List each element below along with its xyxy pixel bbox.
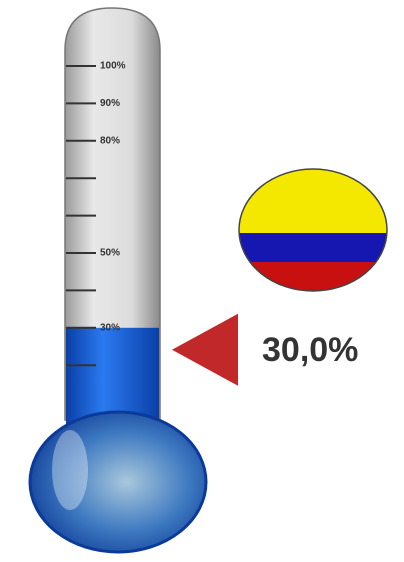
flag (239, 169, 387, 291)
y-tick-label: 80% (100, 135, 120, 146)
y-tick-label: 30% (100, 322, 120, 333)
y-tick-label: 50% (100, 248, 120, 259)
flag-border (238, 168, 388, 292)
flag-yellow (239, 169, 387, 233)
bulb-highlight (52, 430, 88, 510)
flag-blue (239, 233, 387, 262)
y-tick-label: 100% (100, 61, 126, 72)
value-label: 30,0% (262, 331, 358, 369)
flag-red (239, 262, 387, 291)
pointer-arrow (172, 313, 238, 386)
tube (64, 7, 161, 421)
y-tick-label: 90% (100, 98, 120, 109)
bulb (28, 410, 208, 554)
